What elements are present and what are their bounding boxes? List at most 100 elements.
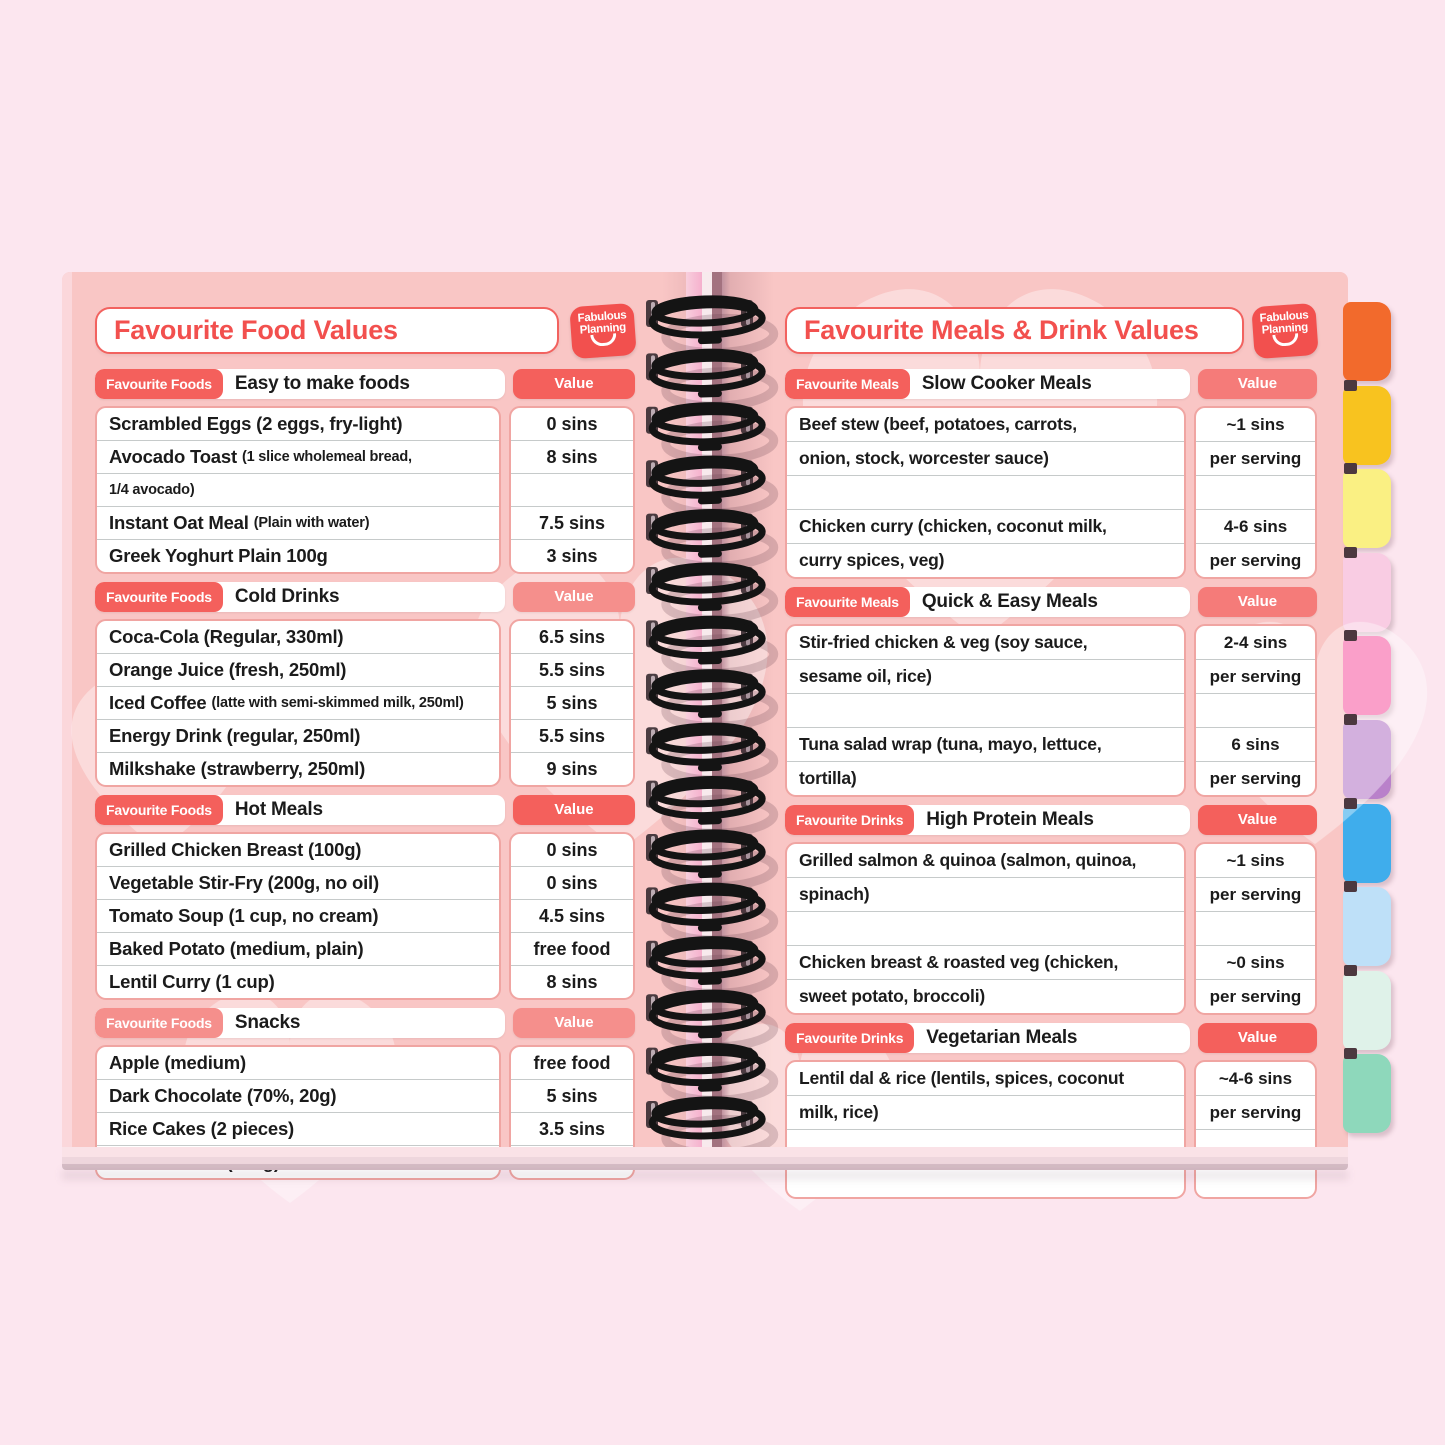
section-tag-heading: Favourite Foods Hot Meals <box>95 795 505 825</box>
food-row: onion, stock, worcester sauce) <box>787 442 1184 476</box>
food-row <box>787 476 1184 510</box>
food-row: Orange Juice (fresh, 250ml) <box>97 654 499 687</box>
section-heading: Slow Cooker Meals <box>921 373 1092 394</box>
food-name: Grilled salmon & quinoa (salmon, quinoa, <box>799 850 1137 870</box>
food-rows-box: Grilled Chicken Breast (100g) Vegetable S… <box>95 832 501 1000</box>
food-row: Milkshake (strawberry, 250ml) <box>97 753 499 785</box>
food-row: sesame oil, rice) <box>787 660 1184 694</box>
right-title-box: Favourite Meals & Drink Values <box>785 307 1244 354</box>
food-row: spinach) <box>787 878 1184 912</box>
value-cell: ~4-6 sins <box>1196 1062 1315 1096</box>
food-name: Coca-Cola (Regular, 330ml) <box>109 626 344 647</box>
value-cell: ~1 sins <box>1196 844 1315 878</box>
food-row: Iced Coffee (latte with semi-skimmed milk… <box>97 687 499 720</box>
food-rows-box: Scrambled Eggs (2 eggs, fry-light) Avocad… <box>95 406 501 574</box>
value-rows-box: 0 sins 0 sins 4.5 sins free food 8 sins <box>509 832 635 1000</box>
spine-stripe-fade <box>722 272 730 1169</box>
logo-text-line2: Planning <box>1261 320 1309 337</box>
food-name: Apple (medium) <box>109 1052 246 1073</box>
left-title-box: Favourite Food Values <box>95 307 559 354</box>
value-cell: per serving <box>1196 878 1315 912</box>
section-tag-label: Favourite Drinks <box>785 805 915 835</box>
tab-connector-notch <box>1344 881 1357 893</box>
food-rows-box: Beef stew (beef, potatoes, carrots, onion… <box>785 406 1186 579</box>
section-tag-label: Favourite Meals <box>785 369 910 399</box>
tab-connector-notch <box>1344 714 1357 725</box>
value-rows-box: ~1 sins per serving 4-6 sins per serving <box>1194 406 1317 579</box>
food-row: Energy Drink (regular, 250ml) <box>97 720 499 753</box>
value-column-header: Value <box>513 1008 635 1038</box>
tab-pink <box>1343 552 1391 632</box>
tab-connector-notch <box>1344 546 1357 558</box>
page-stack-edge <box>62 1157 1348 1164</box>
section-heading: Hot Meals <box>234 799 323 820</box>
section-heading: Snacks <box>234 1012 301 1033</box>
food-name: Stir-fried chicken & veg (soy sauce, <box>799 632 1088 652</box>
food-row: Beef stew (beef, potatoes, carrots, <box>787 408 1184 442</box>
section-heading: Vegetarian Meals <box>926 1027 1078 1048</box>
page-stack-edge <box>62 1147 1348 1157</box>
food-note: (Plain with water) <box>253 515 370 531</box>
value-column-header: Value <box>1198 1023 1317 1053</box>
food-name: curry spices, veg) <box>799 550 945 570</box>
food-section: Favourite Foods Hot Meals Value Grilled Chi… <box>95 795 635 1000</box>
section-heading: Easy to make foods <box>234 373 410 394</box>
tab-yellow <box>1343 385 1391 465</box>
section-header: Favourite Drinks High Protein Meals Value <box>785 805 1317 835</box>
food-name: tortilla) <box>799 768 857 788</box>
section-header: Favourite Foods Snacks Value <box>95 1008 635 1038</box>
value-cell: 3.5 sins <box>511 1113 633 1146</box>
section-tag-label: Favourite Foods <box>95 582 223 612</box>
value-cell <box>511 474 633 507</box>
tab-connector-notch <box>1344 964 1357 976</box>
section-header: Favourite Drinks Vegetarian Meals Value <box>785 1023 1317 1053</box>
value-rows-box: ~1 sins per serving ~0 sins per serving <box>1194 842 1317 1015</box>
food-name: spinach) <box>799 884 870 904</box>
book-shadow <box>62 1170 1348 1180</box>
food-name: Iced Coffee <box>109 692 207 713</box>
section-body: Scrambled Eggs (2 eggs, fry-light) Avocad… <box>95 406 635 574</box>
food-row: Grilled salmon & quinoa (salmon, quinoa, <box>787 844 1184 878</box>
value-cell: 5.5 sins <box>511 654 633 687</box>
food-name: sweet potato, broccoli) <box>799 986 985 1006</box>
tab-connector-notch <box>1344 797 1357 809</box>
value-cell: 8 sins <box>511 441 633 474</box>
food-row: Greek Yoghurt Plain 100g <box>97 540 499 572</box>
value-cell: 7.5 sins <box>511 507 633 540</box>
food-row: Coca-Cola (Regular, 330ml) <box>97 621 499 654</box>
food-name: Instant Oat Meal <box>109 512 249 533</box>
tab-connector-notch <box>1344 1048 1357 1060</box>
food-row: Lentil Curry (1 cup) <box>97 966 499 998</box>
food-rows-box: Grilled salmon & quinoa (salmon, quinoa,… <box>785 842 1186 1015</box>
food-name: Vegetable Stir-Fry (200g, no oil) <box>109 872 379 893</box>
food-row: 1/4 avocado) <box>97 474 499 507</box>
food-row <box>787 694 1184 728</box>
food-note: (latte with semi-skimmed milk, 250ml) <box>211 695 464 711</box>
food-name: Beef stew (beef, potatoes, carrots, <box>799 414 1077 434</box>
food-name: Greek Yoghurt Plain 100g <box>109 545 328 566</box>
section-header: Favourite Foods Hot Meals Value <box>95 795 635 825</box>
value-cell: 5.5 sins <box>511 720 633 753</box>
tab-blue <box>1343 803 1391 883</box>
value-column-header: Value <box>1198 587 1317 617</box>
left-title-row: Favourite Food Values Fabulous Planning <box>95 302 637 360</box>
section-tag-heading: Favourite Foods Cold Drinks <box>95 582 505 612</box>
food-name: sesame oil, rice) <box>799 666 932 686</box>
food-name: Scrambled Eggs (2 eggs, fry-light) <box>109 413 403 434</box>
value-cell: 0 sins <box>511 834 633 867</box>
section-header: Favourite Meals Quick & Easy Meals Value <box>785 587 1317 617</box>
value-cell: per serving <box>1209 550 1302 570</box>
tab-hot-pink <box>1343 636 1391 716</box>
food-row: Tomato Soup (1 cup, no cream) <box>97 900 499 933</box>
food-section: Favourite Foods Cold Drinks Value Coca-Cola… <box>95 582 635 787</box>
section-tag-label: Favourite Drinks <box>785 1023 915 1053</box>
section-tag-heading: Favourite Foods Snacks <box>95 1008 505 1038</box>
section-tag-heading: Favourite Meals Quick & Easy Meals <box>785 587 1190 617</box>
section-header: Favourite Foods Cold Drinks Value <box>95 582 635 612</box>
spine-stripe-mauve <box>712 272 722 1169</box>
food-name: Milkshake (strawberry, 250ml) <box>109 758 366 779</box>
value-column-header: Value <box>513 582 635 612</box>
food-name: Baked Potato (medium, plain) <box>109 938 364 959</box>
tab-light-blue <box>1343 887 1391 967</box>
